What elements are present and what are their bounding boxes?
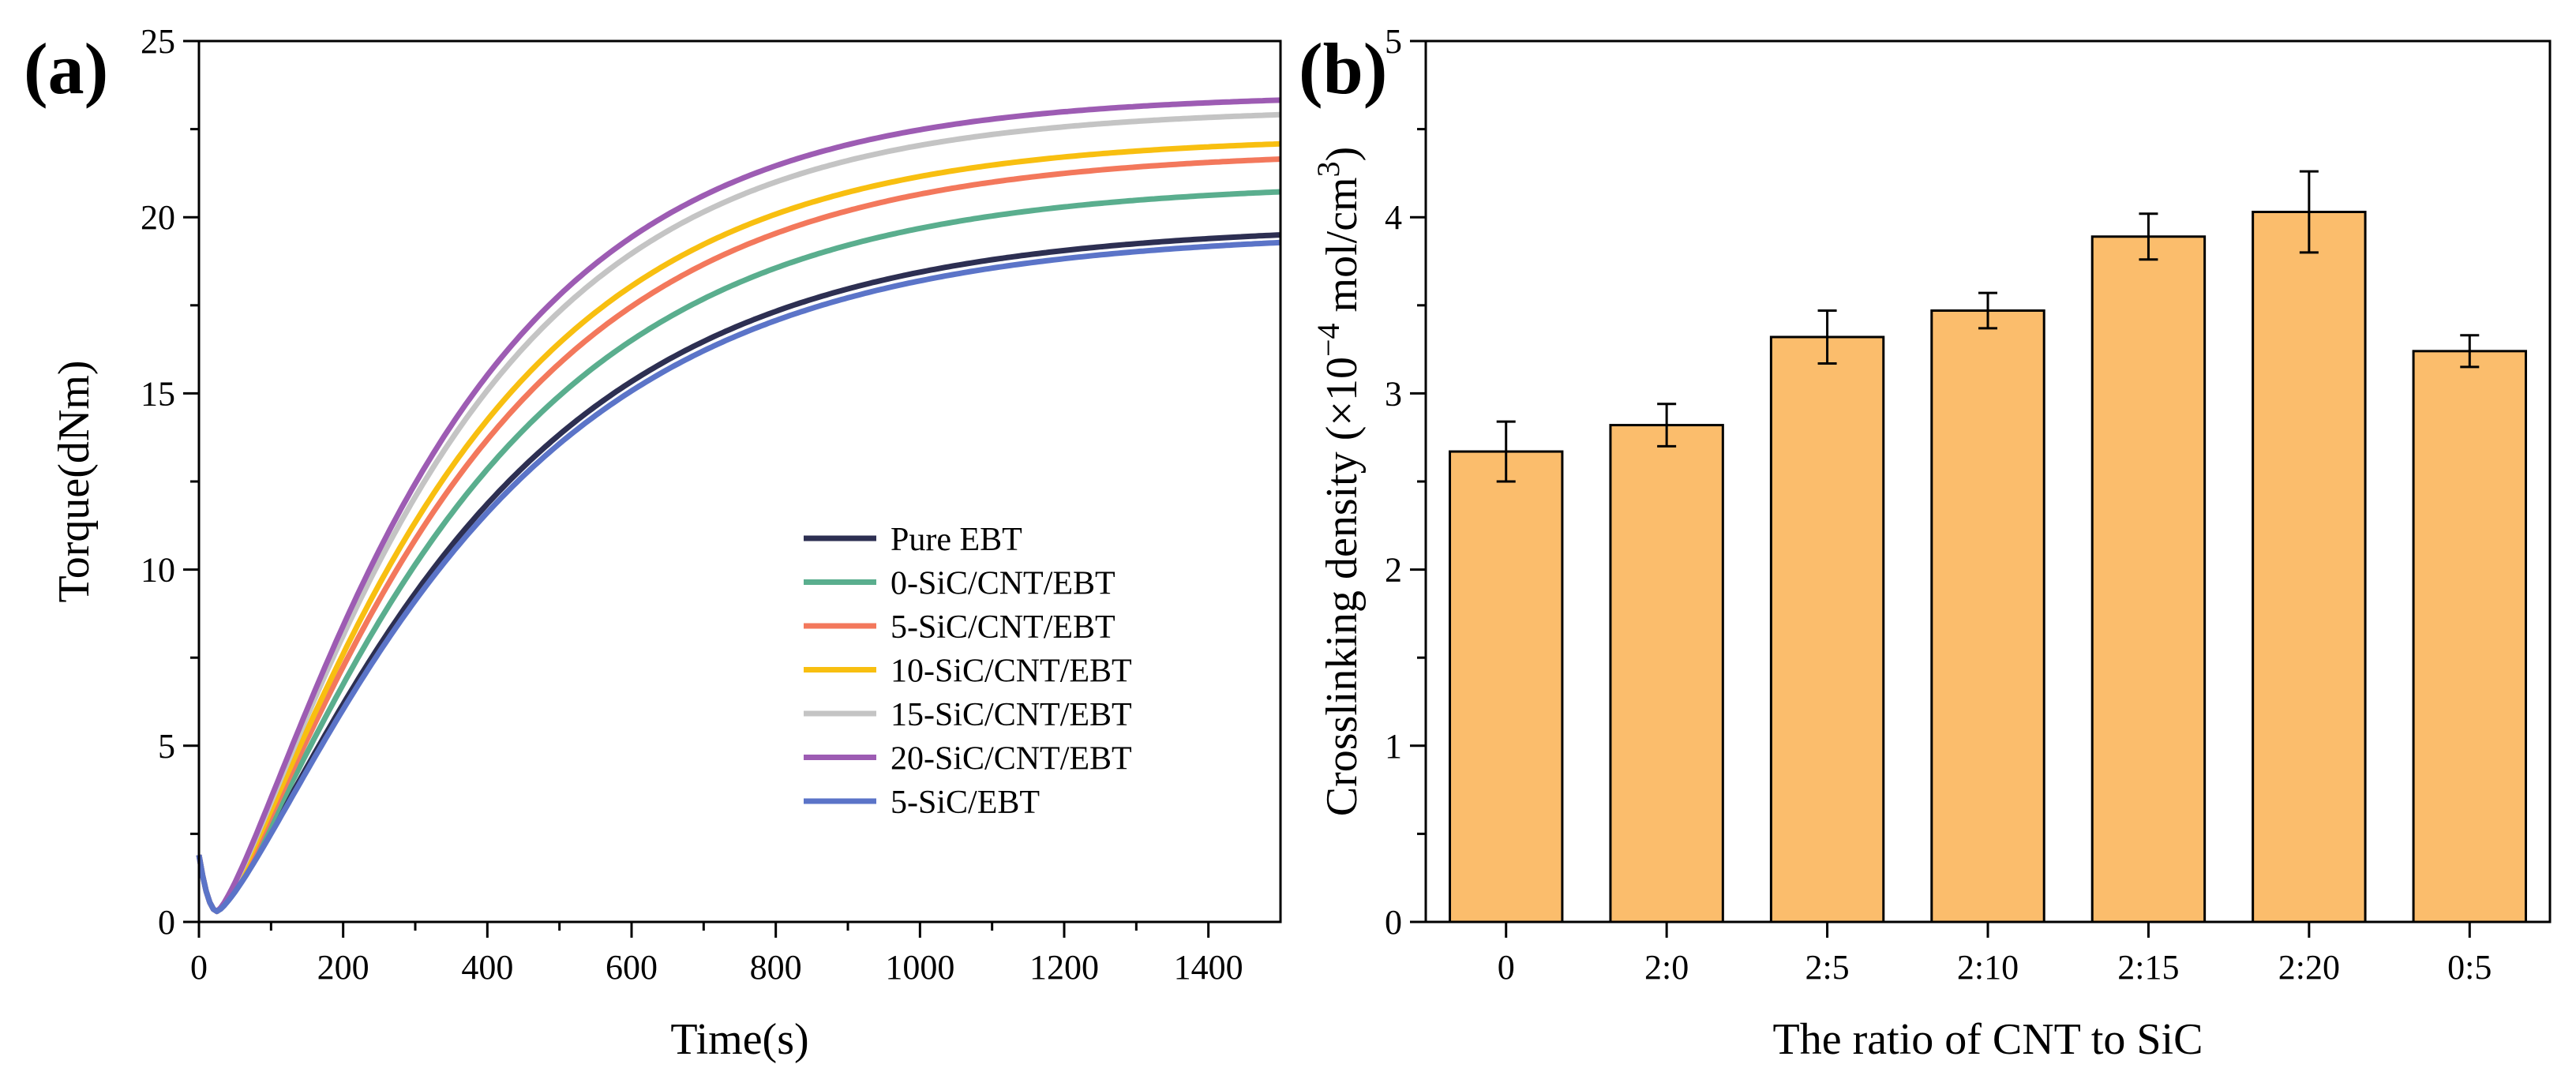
x-tick-label-b: 2:5 — [1805, 948, 1849, 987]
bar-0:5 — [2412, 350, 2527, 924]
series-line-4 — [196, 140, 1281, 915]
x-tick-label-b: 2:10 — [1957, 948, 2019, 987]
series-layer-a — [196, 97, 1281, 915]
y-label-b-main: Crosslinking density (×10 — [1318, 357, 1367, 816]
legend-label: 15-SiC/CNT/EBT — [891, 697, 1132, 733]
legend-label: 5-SiC/CNT/EBT — [891, 609, 1116, 646]
y-label-b-mid: mol/cm — [1318, 177, 1367, 323]
y-tick-label-b: 5 — [1385, 22, 1402, 61]
bars-layer-b — [1449, 170, 2527, 924]
x-tick-label-a: 800 — [750, 948, 802, 987]
series-line-2 — [196, 189, 1281, 915]
y-tick-label-a: 15 — [141, 374, 175, 413]
bar-2:10 — [1930, 309, 2045, 924]
x-tick-label-a: 1400 — [1174, 948, 1243, 987]
x-tick-label-a: 600 — [606, 948, 658, 987]
y-label-b-end: ) — [1318, 147, 1367, 162]
x-tick-label-a: 200 — [317, 948, 369, 987]
axis-ticks-a: 0 200 400 600 800 1000 1200 1400 0 5 10 15 20 25 — [141, 22, 1243, 987]
y-tick-label-b: 0 — [1385, 903, 1402, 942]
y-tick-label-b: 2 — [1385, 551, 1402, 590]
series-line-7 — [196, 239, 1281, 915]
legend-a: Pure EBT 0-SiC/CNT/EBT 5-SiC/CNT/EBT 10-SiC… — [804, 522, 1132, 821]
x-tick-label-b: 0:5 — [2447, 948, 2492, 987]
y-tick-label-a: 10 — [141, 551, 175, 590]
legend-label: 0-SiC/CNT/EBT — [891, 566, 1116, 602]
x-tick-label-b: 2:20 — [2278, 948, 2340, 987]
x-tick-label-a: 400 — [461, 948, 513, 987]
y-tick-label-b: 3 — [1385, 374, 1402, 413]
x-tick-label-a: 1200 — [1029, 948, 1099, 987]
bar-2:20 — [2252, 211, 2367, 924]
legend-label: 10-SiC/CNT/EBT — [891, 654, 1132, 690]
panel-label-b: (b) — [1299, 28, 1387, 109]
y-axis-label-a: Torque(dNm) — [50, 360, 99, 602]
x-tick-label-b: 2:0 — [1644, 948, 1689, 987]
y-tick-label-b: 1 — [1385, 727, 1402, 766]
bar-0 — [1449, 450, 1564, 924]
bar-2:5 — [1769, 335, 1885, 924]
x-axis-label-a: Time(s) — [670, 1015, 808, 1064]
axis-ticks-b: 0 2:0 2:5 2:10 2:15 2:20 0:5 0 1 2 3 4 5 — [1385, 22, 2492, 987]
x-tick-label-a: 0 — [190, 948, 208, 987]
chart-panel-b: (b) 0 2:0 2:5 2:10 2:15 2:20 0:5 0 1 2 3 4 5 The rat… — [1299, 22, 2552, 1064]
plot-frame-a — [197, 39, 1282, 924]
chart-panel-a: (a) 0 200 400 600 800 1000 1200 14000510152025 … — [24, 22, 1282, 1064]
series-line-6 — [196, 97, 1281, 915]
y-label-b-exp2: 3 — [1310, 161, 1346, 177]
x-tick-label-b: 2:15 — [2117, 948, 2179, 987]
y-tick-label-a: 25 — [141, 22, 175, 61]
y-tick-label-a: 0 — [158, 903, 175, 942]
y-tick-label-a: 20 — [141, 198, 175, 237]
y-axis-label-b: Crosslinking density (×10−4 mol/cm3) — [1310, 147, 1367, 817]
series-line-5 — [196, 111, 1281, 915]
panel-label-a: (a) — [24, 28, 108, 109]
x-tick-label-a: 1000 — [885, 948, 954, 987]
y-tick-label-a: 5 — [158, 727, 175, 766]
series-line-3 — [196, 156, 1281, 915]
bar-2:0 — [1609, 424, 1724, 924]
y-tick-label-b: 4 — [1385, 198, 1402, 237]
legend-label: Pure EBT — [891, 522, 1022, 558]
legend-label: 5-SiC/EBT — [891, 785, 1040, 821]
series-line-1 — [196, 232, 1281, 915]
legend-label: 20-SiC/CNT/EBT — [891, 741, 1132, 777]
y-label-b-exp: −4 — [1310, 323, 1346, 357]
bar-2:15 — [2090, 235, 2207, 924]
x-axis-label-b: The ratio of CNT to SiC — [1773, 1015, 2203, 1064]
x-tick-label-b: 0 — [1498, 948, 1515, 987]
